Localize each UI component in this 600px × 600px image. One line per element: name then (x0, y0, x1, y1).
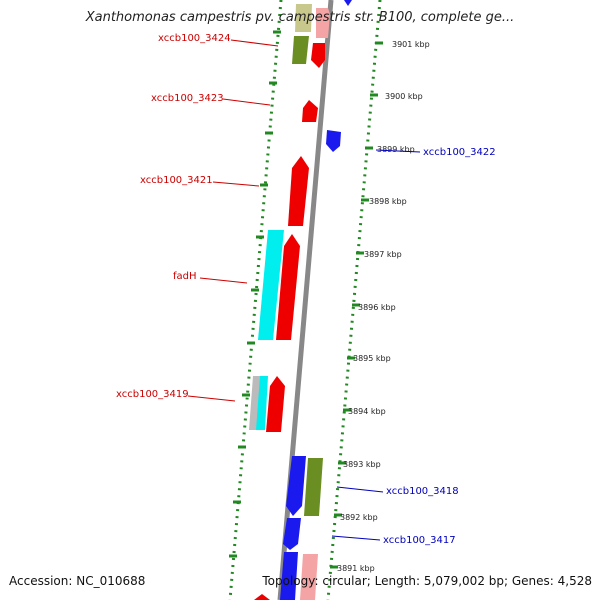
outer-major-ticks (330, 41, 383, 569)
gene-label[interactable]: xccb100_3419 (116, 389, 189, 400)
position-label: 3894 kbp (348, 407, 386, 416)
gene-label[interactable]: xccb100_3421 (140, 175, 213, 186)
label-leader-line (375, 149, 421, 153)
gene-arrow[interactable] (280, 552, 298, 600)
gene-arrow[interactable] (286, 456, 306, 516)
position-label: 3893 kbp (343, 460, 381, 469)
gene-label[interactable]: xccb100_3418 (386, 486, 459, 497)
outer-tick-ring (326, 0, 382, 600)
gene-arrow[interactable] (300, 554, 318, 600)
position-label: 3899 kbp (377, 145, 415, 154)
gene-arrow[interactable] (311, 43, 325, 68)
gene-label[interactable]: xccb100_3423 (151, 93, 224, 104)
position-label: 3900 kbp (385, 92, 423, 101)
position-label: 3895 kbp (353, 354, 391, 363)
position-label: 3898 kbp (369, 197, 407, 206)
gene-label[interactable]: xccb100_3424 (158, 33, 231, 44)
label-leader-line (199, 277, 248, 284)
gene-arrow[interactable] (304, 458, 323, 516)
position-label: 3901 kbp (392, 40, 430, 49)
position-labels: 3901 kbp 3900 kbp 3899 kbp 3898 kbp 3897… (337, 40, 430, 573)
reverse-strand-genes (280, 0, 352, 600)
gene-labels: xccb100_3424 xccb100_3423 xccb100_3422 x… (116, 33, 496, 546)
gene-arrow[interactable] (326, 130, 341, 152)
inner-tick-ring (228, 0, 283, 600)
gene-label[interactable]: fadH (173, 271, 197, 282)
position-label: 3891 kbp (337, 564, 375, 573)
gene-arrow[interactable] (292, 36, 309, 64)
gene-arrow[interactable] (288, 156, 309, 226)
misc-genes-top (292, 4, 312, 64)
gene-arrow[interactable] (283, 518, 301, 550)
gene-arrow[interactable] (266, 376, 285, 432)
position-label: 3897 kbp (364, 250, 402, 259)
label-leader-line (336, 486, 384, 493)
gene-arrow[interactable] (316, 8, 330, 38)
label-leader-line (222, 98, 271, 106)
gene-arrow[interactable] (258, 230, 284, 340)
gene-arrow[interactable] (254, 594, 270, 600)
label-leader-line (230, 39, 279, 47)
forward-strand-genes (249, 8, 330, 600)
gene-arrow[interactable] (344, 0, 352, 6)
label-leader-line (331, 535, 381, 541)
gene-arrow[interactable] (302, 100, 318, 122)
gene-arrow[interactable] (295, 4, 312, 32)
map-title: Xanthomonas campestris pv. campestris st… (85, 10, 515, 25)
label-leader-line (187, 395, 236, 402)
gene-arrow[interactable] (249, 376, 260, 430)
label-leader-line (212, 181, 260, 187)
gene-arrow[interactable] (276, 234, 300, 340)
gene-label[interactable]: xccb100_3417 (383, 535, 456, 546)
position-label: 3896 kbp (358, 303, 396, 312)
inner-major-ticks (229, 30, 281, 558)
gene-label[interactable]: xccb100_3422 (423, 147, 496, 158)
topology-text: Topology: circular; Length: 5,079,002 bp… (262, 574, 592, 588)
position-label: 3892 kbp (340, 513, 378, 522)
accession-text: Accession: NC_010688 (9, 574, 146, 588)
